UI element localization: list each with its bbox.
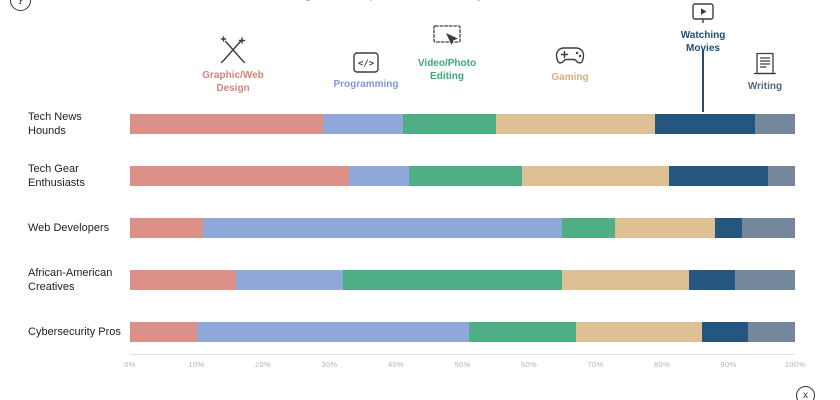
row-label: African-American Creatives (28, 266, 113, 293)
legend-label: Graphic/Web Design (202, 70, 264, 94)
legend-label: Gaming (551, 72, 589, 83)
bar-segment-writing[interactable] (755, 114, 795, 134)
bar-segment-watching-movies[interactable] (715, 218, 742, 238)
stacked-bar (130, 270, 795, 290)
x-tick-label: 50% (454, 360, 471, 369)
writing-document-icon (751, 50, 779, 77)
page-title: Percentage of time spent on each activit… (255, 0, 675, 1)
bar-segment-programming[interactable] (349, 166, 410, 186)
x-tick-label: 40% (388, 360, 404, 369)
code-icon: </> (352, 50, 380, 75)
legend-label: Video/Photo Editing (417, 58, 477, 82)
stacked-bar (130, 218, 795, 238)
x-axis: 0% 10% 20% 30% 40% 50% 60% 70% 80% 90% 100% (124, 354, 805, 376)
row-label: Tech Gear Enthusiasts (28, 162, 85, 189)
stacked-bar (130, 322, 795, 342)
bar-segment-gaming[interactable] (615, 218, 716, 238)
row-label: Tech News Hounds (28, 110, 82, 137)
bar-segment-gaming[interactable] (522, 166, 669, 186)
x-tick-label: 80% (654, 360, 670, 369)
legend-item-writing[interactable]: Writing (734, 50, 796, 94)
bar-segment-video-editing[interactable] (409, 166, 523, 186)
bar-segment-design[interactable] (130, 114, 323, 134)
bar-segment-video-editing[interactable] (562, 218, 616, 238)
bar-segment-watching-movies[interactable] (655, 114, 756, 134)
legend-item-design[interactable]: Graphic/Web Design (192, 34, 274, 95)
bar-segment-writing[interactable] (735, 270, 795, 290)
chart-row: Web Developers (28, 202, 795, 254)
x-tick-label: 60% (521, 360, 537, 369)
help-icon[interactable]: ? (10, 0, 31, 11)
bar-segment-programming[interactable] (322, 114, 403, 134)
bar-segment-design[interactable] (130, 322, 197, 342)
legend-item-video-editing[interactable]: Video/Photo Editing (407, 24, 487, 83)
x-tick-label: 100% (784, 360, 806, 369)
bar-segment-video-editing[interactable] (402, 114, 496, 134)
chart-rows: Tech News Hounds Tech Gear Enthusiasts Web… (28, 98, 795, 358)
stacked-bar (130, 166, 795, 186)
x-tick-label: 90% (720, 360, 737, 369)
bar-segment-programming[interactable] (236, 270, 343, 290)
legend-item-gaming[interactable]: Gaming (535, 44, 605, 85)
help-icon-glyph: ? (17, 0, 24, 7)
play-screen-icon (690, 2, 716, 26)
bar-segment-writing[interactable] (768, 166, 795, 186)
design-tools-icon (216, 34, 250, 66)
legend-item-watching-movies[interactable]: Watching Movies (668, 2, 738, 55)
bar-segment-video-editing[interactable] (469, 322, 576, 342)
chart-row: Tech Gear Enthusiasts (28, 150, 795, 202)
bar-segment-programming[interactable] (203, 218, 563, 238)
x-tick-label: 20% (255, 360, 271, 369)
bar-segment-design[interactable] (130, 218, 204, 238)
game-controller-icon (554, 44, 586, 68)
watching-movies-leader-line (702, 50, 704, 112)
legend-label: Programming (333, 79, 399, 90)
bar-segment-design[interactable] (130, 270, 237, 290)
x-tick-label: 70% (587, 360, 604, 369)
bar-segment-watching-movies[interactable] (701, 322, 749, 342)
corner-badge-glyph: x (803, 390, 808, 400)
x-tick-label: 30% (321, 360, 338, 369)
bar-segment-gaming[interactable] (495, 114, 656, 134)
bar-segment-video-editing[interactable] (342, 270, 563, 290)
legend-label: Writing (747, 81, 783, 92)
bar-segment-gaming[interactable] (562, 270, 689, 290)
row-label: Cybersecurity Pros (28, 325, 121, 338)
chart-row: Cybersecurity Pros (28, 306, 795, 358)
bar-segment-gaming[interactable] (575, 322, 702, 342)
chart-row: African-American Creatives (28, 254, 795, 306)
bar-segment-design[interactable] (130, 166, 350, 186)
chart-row: Tech News Hounds (28, 98, 795, 150)
corner-badge-icon[interactable]: x (796, 386, 815, 400)
bar-segment-writing[interactable] (741, 218, 795, 238)
x-tick-label: 10% (188, 360, 205, 369)
stacked-bar (130, 114, 795, 134)
x-tick-label: 0% (124, 360, 136, 369)
bar-segment-watching-movies[interactable] (668, 166, 769, 186)
bar-segment-writing[interactable] (748, 322, 795, 342)
svg-text:</>: </> (358, 59, 375, 69)
legend-item-programming[interactable]: </> Programming (321, 50, 411, 92)
row-label: Web Developers (28, 221, 110, 234)
legend-label: Watching Movies (680, 30, 726, 54)
bar-segment-programming[interactable] (196, 322, 470, 342)
bar-segment-watching-movies[interactable] (688, 270, 736, 290)
screen-cursor-icon (432, 24, 462, 54)
